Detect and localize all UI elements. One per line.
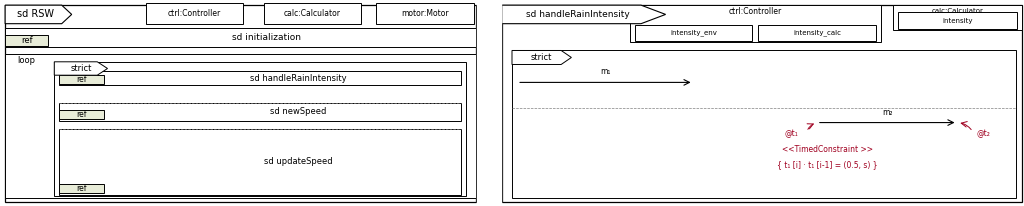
FancyBboxPatch shape xyxy=(59,103,461,121)
Text: sd RSW: sd RSW xyxy=(17,9,54,19)
Text: calc:Calculator: calc:Calculator xyxy=(932,8,983,14)
Text: sd handleRainIntensity: sd handleRainIntensity xyxy=(250,74,346,83)
Text: { t₁ [i] · t₁ [i-1] = (0.5, s) }: { t₁ [i] · t₁ [i-1] = (0.5, s) } xyxy=(777,160,878,169)
FancyBboxPatch shape xyxy=(5,54,476,198)
FancyBboxPatch shape xyxy=(898,12,1017,29)
FancyBboxPatch shape xyxy=(893,5,1022,30)
Text: strict: strict xyxy=(71,64,91,73)
Text: ref: ref xyxy=(77,75,87,84)
Text: @t₂: @t₂ xyxy=(976,129,990,138)
Polygon shape xyxy=(5,5,72,24)
FancyBboxPatch shape xyxy=(512,50,1016,198)
Text: sd initialization: sd initialization xyxy=(231,33,301,42)
FancyBboxPatch shape xyxy=(5,5,476,202)
FancyBboxPatch shape xyxy=(59,129,461,195)
Text: sd newSpeed: sd newSpeed xyxy=(269,107,327,116)
Text: m₂: m₂ xyxy=(882,108,893,117)
Text: sd handleRainIntensity: sd handleRainIntensity xyxy=(525,10,630,19)
FancyBboxPatch shape xyxy=(5,28,476,47)
Text: <<TimedConstraint >>: <<TimedConstraint >> xyxy=(781,145,872,154)
Text: intensity_calc: intensity_calc xyxy=(793,30,841,36)
FancyBboxPatch shape xyxy=(59,75,104,84)
Text: intensity_env: intensity_env xyxy=(670,30,717,36)
Text: ref: ref xyxy=(20,36,33,45)
FancyBboxPatch shape xyxy=(502,5,1022,202)
Text: ctrl:Controller: ctrl:Controller xyxy=(168,9,221,18)
FancyBboxPatch shape xyxy=(630,5,881,42)
Polygon shape xyxy=(502,5,666,24)
Text: motor:Motor: motor:Motor xyxy=(401,9,449,18)
Text: @t₁: @t₁ xyxy=(784,129,798,138)
FancyBboxPatch shape xyxy=(377,3,473,24)
FancyBboxPatch shape xyxy=(146,3,244,24)
FancyBboxPatch shape xyxy=(59,71,461,85)
Text: m₁: m₁ xyxy=(600,67,610,76)
Text: calc:Calculator: calc:Calculator xyxy=(284,9,341,18)
Text: sd updateSpeed: sd updateSpeed xyxy=(263,157,333,166)
Text: strict: strict xyxy=(531,53,552,62)
FancyBboxPatch shape xyxy=(59,184,104,193)
Text: ref: ref xyxy=(77,110,87,119)
FancyBboxPatch shape xyxy=(5,35,48,46)
Polygon shape xyxy=(512,50,571,64)
Text: ref: ref xyxy=(77,184,87,193)
FancyBboxPatch shape xyxy=(264,3,360,24)
Text: intensity: intensity xyxy=(942,18,973,24)
Text: ctrl:Controller: ctrl:Controller xyxy=(728,7,782,16)
Polygon shape xyxy=(54,62,108,75)
FancyBboxPatch shape xyxy=(635,25,752,41)
FancyBboxPatch shape xyxy=(758,25,876,41)
FancyBboxPatch shape xyxy=(54,62,466,196)
Text: loop: loop xyxy=(17,56,36,65)
FancyBboxPatch shape xyxy=(59,110,104,119)
